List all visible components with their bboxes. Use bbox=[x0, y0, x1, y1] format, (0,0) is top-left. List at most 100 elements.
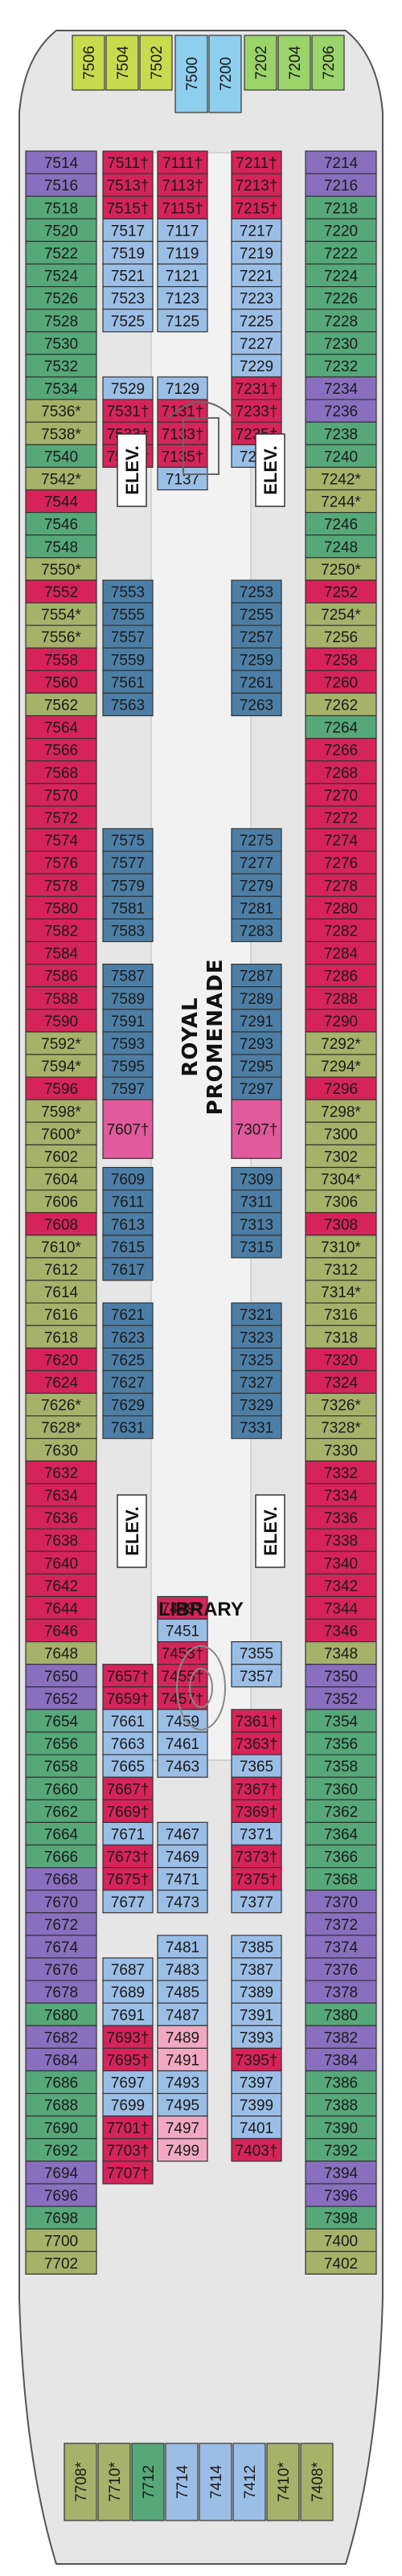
cabin-box bbox=[102, 1212, 154, 1236]
cabin-box bbox=[305, 1166, 377, 1191]
cabin-box bbox=[102, 2160, 154, 2185]
cabin-right-7330: 7330 bbox=[305, 1438, 377, 1462]
cabin-number: 7589 bbox=[111, 991, 145, 1008]
cabin-inner-7687: 7687 bbox=[102, 1957, 154, 1981]
cabin-number: 7377 bbox=[240, 1894, 273, 1911]
cabin-number: 7531† bbox=[107, 403, 150, 420]
cabin-number: 7344 bbox=[324, 1600, 359, 1617]
cabin-number: 7654 bbox=[44, 1714, 79, 1730]
cabin-right-7218: 7218 bbox=[305, 195, 377, 219]
elevator-label: ELEV. bbox=[122, 445, 142, 495]
cabin-right-7240: 7240 bbox=[305, 444, 377, 468]
cabin-inner-7113: 7113† bbox=[157, 173, 208, 197]
cabin-inner-7591: 7591 bbox=[102, 1009, 154, 1033]
cabin-box bbox=[157, 309, 208, 333]
cabin-box bbox=[102, 1099, 154, 1159]
cabin-box bbox=[305, 2002, 377, 2026]
cabin-box bbox=[231, 1731, 282, 1755]
cabin-number: 7240 bbox=[324, 448, 358, 465]
cabin-number: 7290 bbox=[324, 1014, 358, 1030]
cabin-number: 7577 bbox=[111, 855, 145, 872]
cabin-left-7570: 7570 bbox=[25, 783, 97, 807]
cabin-inner-7455: 7455† bbox=[157, 1664, 208, 1688]
cabin-number: 7592* bbox=[41, 1036, 81, 1053]
cabin-number: 7111† bbox=[162, 155, 203, 172]
cabin-right-7290: 7290 bbox=[305, 1009, 377, 1033]
cabin-number: 7308 bbox=[324, 1217, 358, 1234]
cabin-right-7314: 7314* bbox=[305, 1280, 377, 1304]
cabin-left-7592: 7592* bbox=[25, 1031, 97, 1055]
cabin-left-7636: 7636 bbox=[25, 1505, 97, 1530]
cabin-box bbox=[231, 986, 282, 1010]
cabin-aft-7414: 7414 bbox=[199, 2443, 232, 2521]
cabin-number: 7372 bbox=[324, 1917, 358, 1934]
cabin-number: 7260 bbox=[324, 674, 358, 691]
cabin-box bbox=[102, 1686, 154, 1710]
cabin-box bbox=[305, 1640, 377, 1665]
cabin-number: 7291 bbox=[240, 1014, 273, 1030]
cabin-number: 7214 bbox=[324, 155, 359, 172]
cabin-inner-7577: 7577 bbox=[102, 850, 154, 874]
cabin-right-7348: 7348 bbox=[305, 1640, 377, 1665]
cabin-left-7576: 7576 bbox=[25, 850, 97, 874]
cabin-number: 7520 bbox=[44, 223, 78, 240]
cabin-inner-7211: 7211† bbox=[231, 150, 282, 174]
elevator-aft-left: ELEV. bbox=[117, 1494, 147, 1568]
cabin-inner-7615: 7615 bbox=[102, 1235, 154, 1259]
cabin-inner-7385: 7385 bbox=[231, 1935, 282, 1959]
cabin-inner-7363: 7363† bbox=[231, 1731, 282, 1755]
cabin-left-7550: 7550* bbox=[25, 557, 97, 581]
cabin-inner-7391: 7391 bbox=[231, 2002, 282, 2026]
cabin-number: 7252 bbox=[324, 584, 358, 601]
cabin-number: 7674 bbox=[44, 1939, 79, 1956]
cabin-number: 7388 bbox=[324, 2098, 358, 2115]
cabin-box bbox=[305, 511, 377, 536]
cabin-inner-7253: 7253 bbox=[231, 579, 282, 604]
cabin-inner-7393: 7393 bbox=[231, 2025, 282, 2050]
elevator-fwd-right: ELEV. bbox=[255, 433, 285, 507]
cabin-number: 7366 bbox=[324, 1849, 358, 1866]
cabin-box bbox=[231, 1212, 282, 1236]
cabin-number: 7304* bbox=[321, 1172, 361, 1189]
cabin-box bbox=[25, 1009, 97, 1033]
cabin-box bbox=[305, 2138, 377, 2162]
cabin-top-7200: 7200 bbox=[208, 35, 242, 113]
cabin-inner-7323: 7323 bbox=[231, 1325, 282, 1349]
cabin-top-7506: 7506 bbox=[72, 35, 105, 91]
cabin-number: 7514 bbox=[44, 155, 79, 172]
cabin-left-7534: 7534 bbox=[25, 376, 97, 400]
cabin-box bbox=[25, 421, 97, 445]
cabin-right-7262: 7262 bbox=[305, 692, 377, 717]
cabin-inner-7279: 7279 bbox=[231, 873, 282, 897]
cabin-number: 7274 bbox=[324, 833, 359, 850]
cabin-left-7680: 7680 bbox=[25, 2002, 97, 2026]
cabin-box bbox=[25, 625, 97, 649]
cabin-box bbox=[25, 286, 97, 310]
cabin-aft-7410: 7410* bbox=[266, 2443, 300, 2521]
cabin-left-7588: 7588 bbox=[25, 986, 97, 1010]
cabin-number: 7629 bbox=[111, 1398, 145, 1415]
cabin-box bbox=[157, 218, 208, 242]
cabin-number: 7552 bbox=[44, 584, 78, 601]
cabin-number: 7630 bbox=[44, 1443, 78, 1460]
cabin-number: 7532 bbox=[44, 358, 78, 375]
cabin-number: 7230 bbox=[324, 336, 358, 353]
cabin-left-7560: 7560 bbox=[25, 670, 97, 694]
cabin-box bbox=[102, 1957, 154, 1981]
cabin-left-7688: 7688 bbox=[25, 2093, 97, 2117]
cabin-inner-7371: 7371 bbox=[231, 1821, 282, 1846]
cabin-right-7382: 7382 bbox=[305, 2025, 377, 2050]
cabin-right-7394: 7394 bbox=[305, 2160, 377, 2185]
cabin-number: 7518 bbox=[44, 200, 78, 217]
cabin-left-7674: 7674 bbox=[25, 1935, 97, 1959]
cabin-number: 7330 bbox=[324, 1443, 358, 1460]
cabin-number: 7483 bbox=[166, 1962, 199, 1979]
cabin-number: 7117 bbox=[166, 223, 199, 240]
cabin-box bbox=[105, 35, 139, 91]
cabin-inner-7215: 7215† bbox=[231, 195, 282, 219]
cabin-inner-7517: 7517 bbox=[102, 218, 154, 242]
cabin-inner-7315: 7315 bbox=[231, 1235, 282, 1259]
cabin-number: 7378 bbox=[324, 1984, 358, 2001]
cabin-left-7694: 7694 bbox=[25, 2160, 97, 2185]
cabin-right-7228: 7228 bbox=[305, 309, 377, 333]
